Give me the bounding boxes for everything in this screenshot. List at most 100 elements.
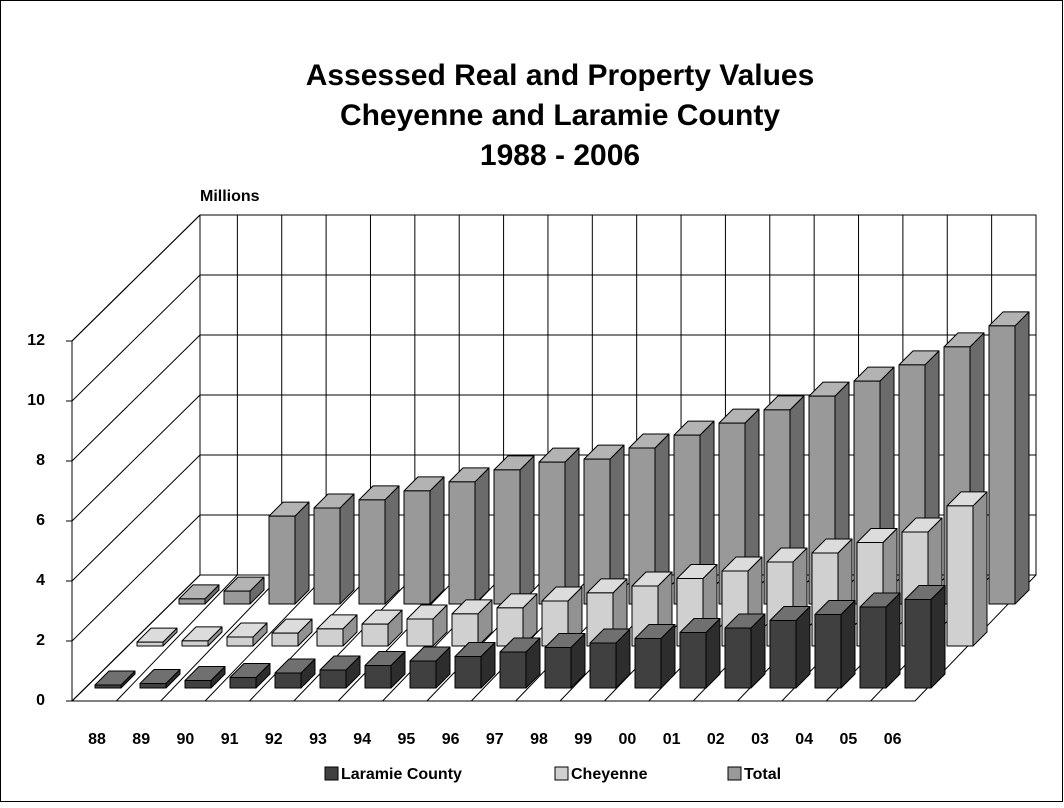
bar	[946, 491, 988, 647]
x-tick-label: 92	[265, 731, 283, 748]
bar-front	[274, 672, 302, 689]
x-tick-label: 89	[132, 731, 150, 748]
bar	[544, 633, 586, 689]
bar-side	[519, 455, 535, 605]
bar-front	[268, 515, 296, 605]
bar-side	[564, 447, 580, 605]
x-tick-label: 90	[177, 731, 195, 748]
bar-front	[406, 618, 434, 647]
grid-line	[160, 574, 283, 702]
grid-line	[116, 574, 238, 702]
bar-front	[184, 680, 212, 689]
x-tick-label: 04	[795, 731, 813, 748]
bar	[361, 609, 403, 647]
y-tick-label: 10	[27, 392, 45, 409]
grid-line	[337, 574, 460, 702]
x-tick-label: 99	[574, 731, 592, 748]
x-tick-label: 97	[486, 731, 504, 748]
bar	[814, 600, 856, 689]
bar	[223, 576, 265, 605]
bar-front	[724, 627, 752, 689]
bar-front	[316, 628, 344, 647]
bars	[94, 311, 1030, 689]
bar-front	[499, 651, 527, 689]
bar	[364, 651, 406, 689]
bar	[316, 614, 358, 647]
grid-line	[293, 574, 416, 702]
bar-front	[589, 642, 617, 689]
grid-line	[71, 574, 201, 702]
bar	[184, 666, 226, 689]
bar	[229, 663, 271, 689]
bar-front	[409, 660, 437, 689]
bar-front	[94, 684, 122, 689]
bar	[319, 655, 361, 689]
bar-front	[361, 623, 389, 647]
bar-front	[454, 656, 482, 689]
bar	[274, 658, 316, 689]
bar-front	[271, 632, 299, 647]
legend-swatch	[727, 766, 742, 781]
legend-label: Laramie County	[341, 766, 462, 783]
bar-side	[930, 585, 946, 689]
bar	[538, 447, 580, 605]
x-tick-label: 05	[840, 731, 858, 748]
bar-side	[384, 485, 400, 605]
y-tick-label: 6	[36, 512, 45, 529]
bar-front	[136, 641, 164, 647]
bar-front	[364, 665, 392, 689]
bar	[409, 646, 451, 689]
bar-side	[429, 476, 445, 605]
grid-line	[204, 574, 327, 702]
bar-side	[1014, 311, 1030, 605]
x-tick-label: 98	[530, 731, 548, 748]
y-tick-label: 2	[36, 632, 45, 649]
bar	[859, 592, 901, 689]
legend-label: Total	[744, 766, 781, 783]
bar-front	[544, 647, 572, 689]
bar-front	[538, 461, 566, 605]
x-tick-label: 94	[353, 731, 371, 748]
bar-front	[223, 590, 251, 605]
bar-front	[178, 598, 206, 605]
bar	[139, 669, 181, 689]
grid-line	[71, 394, 201, 522]
bar-front	[181, 640, 209, 647]
grid-line	[249, 574, 371, 702]
bar-front	[229, 677, 257, 689]
bar-front	[319, 669, 347, 689]
x-tick-label: 01	[663, 731, 681, 748]
grid-line	[71, 214, 201, 342]
y-tick-label: 0	[36, 692, 45, 709]
bar	[496, 593, 538, 647]
bar	[268, 501, 310, 605]
bar	[679, 618, 721, 689]
x-tick-label: 02	[707, 731, 725, 748]
bar	[988, 311, 1030, 605]
bar-front	[358, 499, 386, 605]
bar	[583, 444, 625, 605]
y-tick-label: 8	[36, 452, 45, 469]
bar-front	[988, 325, 1016, 605]
bar-front	[493, 469, 521, 605]
chart-title: Cheyenne and Laramie County	[340, 99, 780, 132]
bar-front	[634, 638, 662, 689]
legend-swatch	[554, 766, 569, 781]
bar-front	[139, 683, 167, 689]
grid-line	[71, 274, 201, 402]
bar	[904, 585, 946, 689]
bar-front	[946, 505, 974, 647]
bar-side	[972, 491, 988, 647]
bar-side	[840, 600, 856, 689]
bar	[226, 622, 268, 647]
chart-title: Assessed Real and Property Values	[306, 59, 815, 92]
x-tick-label: 96	[442, 731, 460, 748]
bar-front	[451, 613, 479, 647]
bar	[493, 455, 535, 605]
bar	[313, 493, 355, 605]
bar	[136, 627, 178, 647]
bar	[178, 584, 220, 605]
bar	[181, 626, 223, 647]
